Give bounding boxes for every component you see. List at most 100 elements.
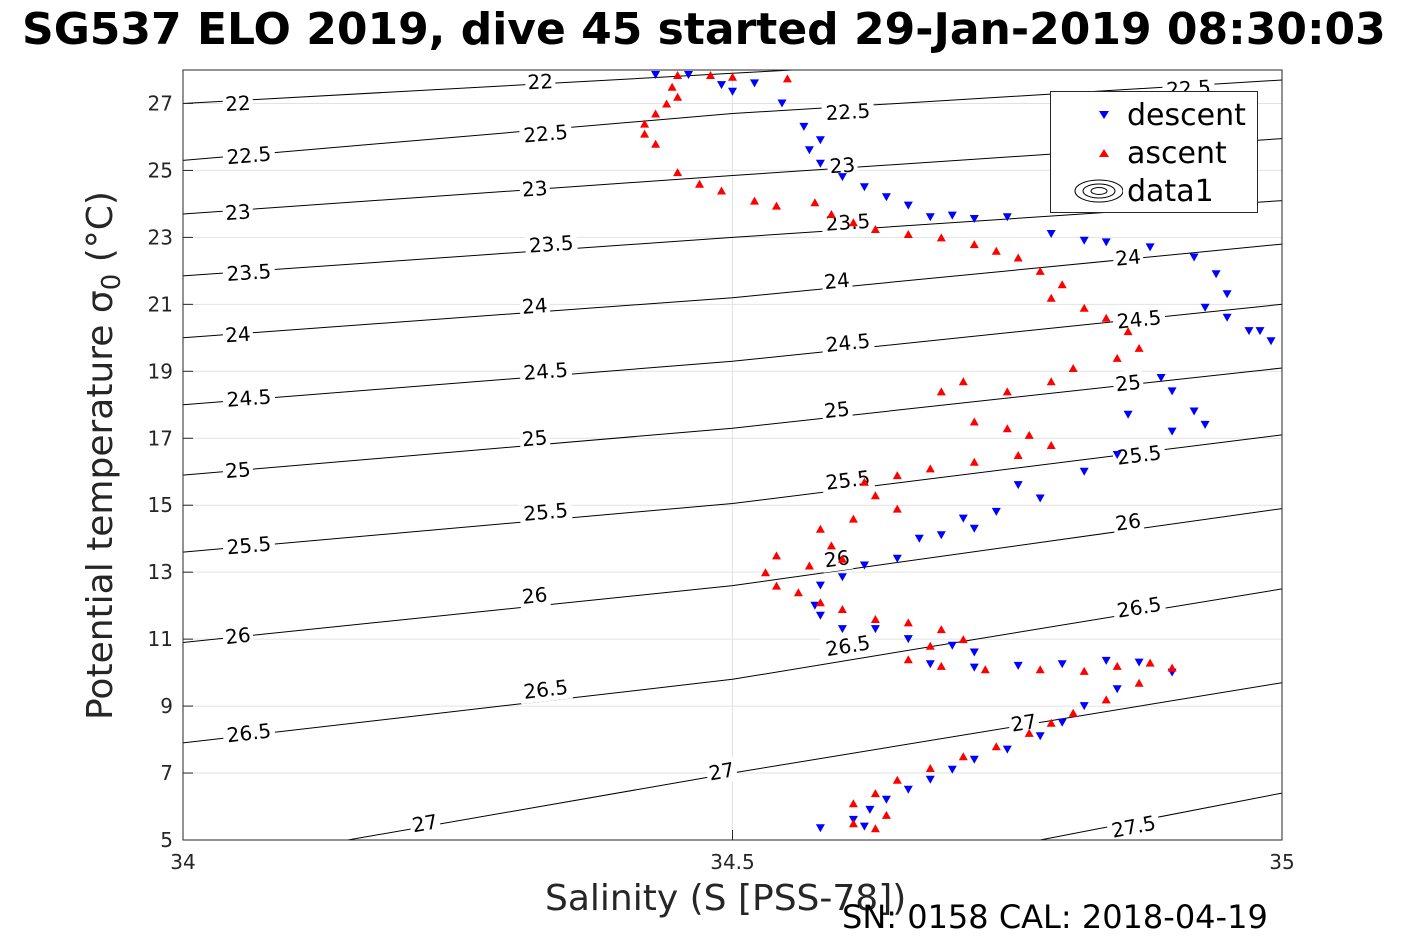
ascent-point	[1035, 266, 1045, 275]
descent-point	[815, 581, 825, 590]
legend-label-ascent: ascent	[1127, 136, 1227, 171]
contour-label: 22.5	[518, 119, 573, 148]
contour-label: 22	[222, 90, 254, 117]
ascent-point	[815, 524, 825, 533]
descent-point	[1101, 238, 1111, 247]
contour-label-text: 24	[224, 322, 251, 348]
descent-point	[799, 122, 809, 131]
contour-label-text: 27	[707, 757, 736, 785]
contour-label-bg	[820, 267, 853, 295]
descent-point	[903, 635, 913, 644]
ascent-point	[1112, 353, 1122, 362]
contour-label-text: 27	[1009, 709, 1038, 737]
descent-point	[1002, 745, 1012, 754]
descent-point	[1112, 451, 1122, 459]
contour-label: 25	[1111, 369, 1145, 397]
ascent-point	[728, 72, 737, 81]
descent-point	[1255, 327, 1265, 336]
contour-label-text: 23.5	[226, 259, 272, 286]
contour-label: 26	[1111, 508, 1145, 536]
ascent-point	[1101, 695, 1111, 704]
contour-label-bg	[820, 544, 854, 573]
ascent-point	[1013, 451, 1023, 459]
triangle-up-icon	[1099, 149, 1109, 157]
ascent-point	[892, 504, 902, 513]
contour-label-bg	[222, 199, 254, 226]
ascent-point	[1046, 441, 1056, 449]
descent-point	[969, 663, 979, 672]
contour-label: 24.5	[1112, 304, 1167, 335]
legend-item-ascent: ascent	[1051, 134, 1257, 172]
contour-label: 22	[524, 68, 556, 95]
ascent-point	[925, 464, 935, 473]
contour-label-bg	[821, 98, 875, 126]
contour-label-bg	[518, 292, 551, 320]
ascent-point	[750, 196, 759, 205]
y-tick-label: 15	[148, 493, 173, 517]
ascent-point	[837, 605, 847, 613]
contour-label: 26	[518, 582, 551, 610]
descent-point	[881, 795, 891, 804]
contour-label-bg	[518, 582, 551, 610]
descent-point	[1057, 660, 1067, 669]
contour-label: 23	[222, 199, 254, 226]
ascent-point	[717, 186, 726, 195]
descent-point	[925, 213, 935, 222]
contour-label-text: 26.5	[225, 718, 272, 747]
contour-label-bg	[518, 357, 573, 386]
contour-label: 24	[820, 267, 853, 295]
series-ascent	[640, 71, 1177, 833]
contour-label-bg	[222, 258, 276, 287]
contour-label-text: 26.5	[824, 630, 872, 661]
contour-label-bg	[221, 456, 254, 484]
contour-label-bg	[826, 152, 859, 179]
legend-item-data1: data1	[1051, 172, 1257, 210]
contour-line	[183, 434, 1282, 553]
ascent-point	[1112, 661, 1122, 670]
descent-point	[1145, 243, 1155, 252]
y-tick-label: 5	[160, 828, 173, 852]
descent-point	[1079, 702, 1089, 711]
legend-item-descent: descent	[1051, 96, 1257, 134]
descent-point	[1013, 661, 1023, 670]
descent-point	[903, 785, 913, 794]
y-axis-label-text: Potential temperature	[80, 324, 121, 720]
series-descent	[651, 71, 1276, 833]
descent-point	[1002, 213, 1012, 222]
contour-label-bg	[524, 68, 556, 95]
ascent-point	[1024, 728, 1034, 737]
ascent-point	[1002, 424, 1012, 433]
descent-point	[1079, 467, 1089, 476]
contour-label-text: 27	[410, 809, 439, 837]
contour-label-bg	[1112, 244, 1145, 271]
descent-point	[925, 775, 935, 784]
contour-label-bg	[221, 141, 276, 170]
contour-label-text: 25	[823, 396, 851, 423]
descent-point	[1057, 718, 1067, 727]
contour-label: 22.5	[221, 141, 276, 170]
contour-label-text: 26	[1114, 508, 1143, 535]
ascent-point	[1024, 430, 1034, 439]
descent-point	[684, 71, 693, 79]
ascent-point	[848, 819, 858, 828]
contour-label-text: 23	[521, 176, 548, 202]
ascent-point	[969, 457, 979, 466]
descent-point	[881, 193, 891, 202]
descent-point	[969, 648, 979, 657]
ascent-point	[870, 824, 880, 833]
contour-label-text: 25.5	[226, 532, 272, 560]
descent-point	[1211, 270, 1221, 279]
contour-label: 25.5	[221, 531, 276, 560]
contour-label: 24.5	[222, 384, 276, 413]
descent-point	[1189, 253, 1199, 262]
contour-label: 23.5	[821, 208, 875, 236]
contour-line	[1040, 792, 1282, 840]
contour-label-text: 26.5	[1115, 592, 1163, 623]
y-axis-label-subscript: 0	[97, 273, 127, 291]
descent-point	[1244, 327, 1254, 336]
contour-label-text: 22.5	[825, 98, 871, 125]
x-tick-label: 35	[1269, 850, 1294, 874]
contour-label-text: 24	[521, 293, 548, 319]
descent-point	[1079, 236, 1089, 245]
ascent-point	[804, 561, 814, 570]
